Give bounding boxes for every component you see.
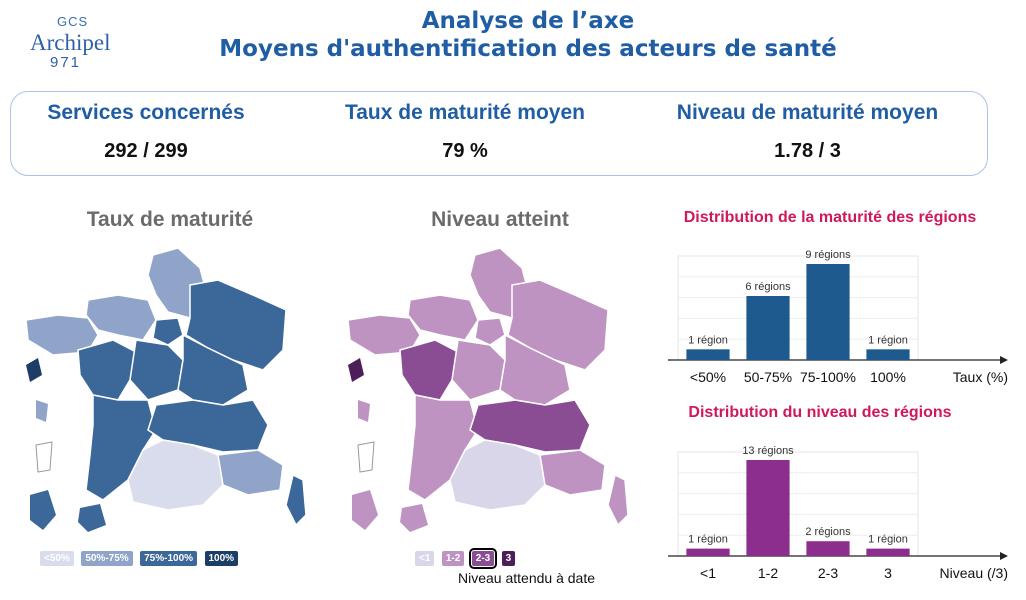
tick-label-0: <50% (690, 369, 726, 385)
legend-chip-100: 100% (204, 551, 239, 566)
island-guadeloupe (348, 358, 364, 382)
legend-chip-lt50: <50% (40, 551, 74, 566)
bar-data-label-0: 1 région (688, 334, 728, 346)
legend-taux: <50% 50%-75% 75%-100% 100% (40, 548, 241, 566)
bar-data-label-3: 1 région (868, 334, 908, 346)
bar-data-label-1: 13 régions (742, 445, 794, 457)
legend-chip-75-100: 75%-100% (140, 551, 198, 566)
kpi-label-services: Services concernés (47, 101, 245, 124)
region-paca (539, 449, 606, 496)
island-guyane (357, 441, 375, 473)
tick-label-3: 100% (870, 369, 906, 385)
france-map-taux (25, 247, 307, 532)
region-pays-de-la-loire (399, 339, 459, 401)
region-centre (129, 339, 184, 401)
x-axis-label: Niveau (/3) (940, 565, 1008, 581)
region-ile-de-france (152, 317, 184, 346)
legend-niveau: <1 1-2 2-3 3 (415, 548, 518, 569)
bar-chart-maturite: 1 région <50% 6 régions 50-75% 9 régions 75-1… (668, 249, 1008, 385)
bar-0 (686, 548, 730, 556)
bar-data-label-1: 6 régions (745, 281, 791, 293)
island-mayotte (400, 504, 428, 532)
legend-chip-1-2: 1-2 (441, 551, 465, 566)
map-title-taux: Taux de maturité (86, 208, 254, 231)
page-subtitle: Moyens d'authentification des acteurs de… (219, 36, 837, 62)
region-corse (285, 473, 307, 527)
region-grand-est (507, 279, 609, 371)
region-pays-de-la-loire (77, 339, 137, 401)
region-paca (217, 449, 284, 496)
tick-label-1: 1-2 (758, 565, 778, 581)
logo-name-text: Archipel (30, 30, 111, 55)
island-martinique (36, 400, 48, 422)
region-ile-de-france (474, 317, 506, 346)
chart-title-niveau: Distribution du niveau des régions (688, 404, 952, 421)
legend-chip-lt1: <1 (415, 551, 435, 566)
kpi-label-niveau: Niveau de maturité moyen (676, 101, 939, 124)
bar-3 (866, 349, 910, 360)
bar-data-label-2: 9 régions (805, 249, 851, 261)
region-grand-est (185, 279, 287, 371)
kpi-label-taux: Taux de maturité moyen (344, 101, 585, 124)
kpi-value-taux: 79 % (442, 140, 488, 162)
tick-label-2: 75-100% (800, 369, 856, 385)
x-axis-label: Taux (%) (953, 369, 1008, 385)
logo-gcs-text: GCS (57, 14, 89, 29)
chart-title-maturite: Distribution de la maturité des régions (683, 209, 977, 226)
expected-level-note: Niveau attendu à date (458, 570, 595, 586)
bar-data-label-2: 2 régions (805, 526, 851, 538)
bar-2 (806, 264, 850, 360)
kpi-panel (10, 91, 988, 176)
bar-chart-niveau: 1 région <1 13 régions 1-2 2 régions 2-3 1 rég… (668, 445, 1008, 581)
legend-chip-2-3: 2-3 (468, 548, 498, 569)
island-reunion (352, 490, 378, 530)
tick-label-1: 50-75% (744, 369, 792, 385)
tick-label-3: 3 (884, 565, 892, 581)
region-occitanie (449, 439, 546, 511)
region-corse (607, 473, 629, 527)
region-occitanie (127, 439, 224, 511)
region-bretagne (347, 314, 421, 356)
bar-data-label-3: 1 région (868, 534, 908, 546)
x-axis-arrow (1000, 356, 1008, 364)
island-mayotte (78, 504, 106, 532)
map-title-niveau: Niveau atteint (431, 208, 569, 231)
bar-1 (746, 460, 790, 556)
page-title: Analyse de l’axe (421, 8, 635, 34)
bar-1 (746, 296, 790, 360)
france-map-niveau (347, 247, 629, 532)
kpi-value-niveau: 1.78 / 3 (774, 140, 841, 162)
island-guadeloupe (26, 358, 42, 382)
logo-number-text: 971 (50, 54, 82, 71)
tick-label-2: 2-3 (818, 565, 838, 581)
region-centre (451, 339, 506, 401)
bar-3 (866, 548, 910, 556)
kpi-value-services: 292 / 299 (104, 140, 188, 162)
legend-chip-3: 3 (501, 551, 516, 566)
bar-0 (686, 349, 730, 360)
island-guyane (35, 441, 53, 473)
bar-2 (806, 541, 850, 556)
tick-label-0: <1 (700, 565, 716, 581)
bar-data-label-0: 1 région (688, 534, 728, 546)
region-bretagne (25, 314, 99, 356)
legend-chip-50-75: 50%-75% (81, 551, 133, 566)
island-reunion (30, 490, 56, 530)
x-axis-arrow (1000, 552, 1008, 560)
island-martinique (358, 400, 370, 422)
